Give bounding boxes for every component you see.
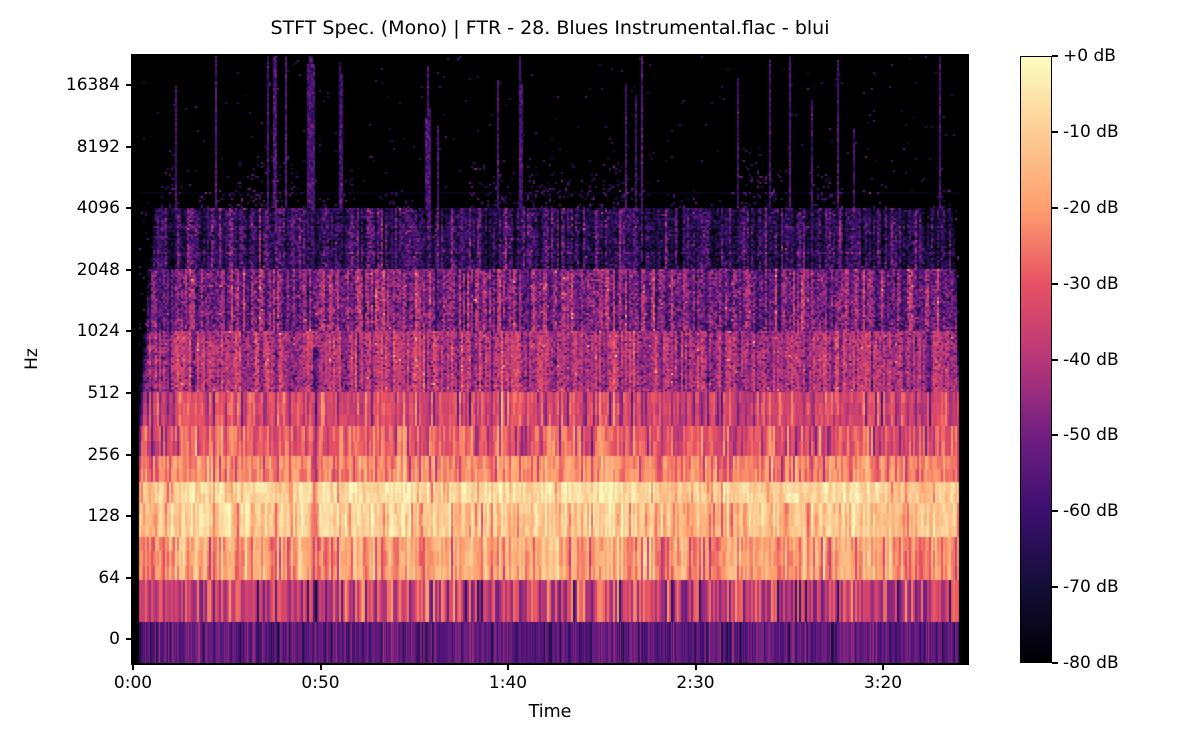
y-tick-mark — [126, 268, 133, 271]
spectrogram-canvas — [133, 56, 967, 663]
y-tick-label: 128 — [87, 506, 120, 527]
y-tick-label: 0 — [109, 629, 120, 650]
colorbar-tick-mark — [1052, 434, 1058, 437]
y-tick-mark — [126, 392, 133, 394]
colorbar-tick-mark — [1052, 282, 1058, 285]
x-axis-label: Time — [528, 702, 572, 722]
x-tick-label: 1:40 — [488, 673, 528, 693]
colorbar-tick-label: -30 dB — [1063, 273, 1119, 294]
y-tick-mark — [126, 515, 133, 518]
colorbar-tick-label: -20 dB — [1063, 197, 1119, 218]
y-tick-label: 8192 — [76, 136, 120, 157]
colorbar-tick-mark — [1052, 130, 1058, 133]
colorbar-tick-mark — [1052, 358, 1058, 361]
y-tick-label: 16384 — [65, 75, 120, 95]
colorbar-tick-label: -70 dB — [1063, 577, 1119, 598]
colorbar-gradient — [1021, 57, 1051, 662]
colorbar — [1020, 56, 1052, 663]
spectrogram-plot — [131, 54, 969, 665]
y-tick-mark — [126, 576, 133, 579]
colorbar-tick-mark — [1052, 510, 1058, 513]
y-tick-label: 4096 — [76, 198, 120, 219]
x-tick-label: 0:50 — [301, 673, 340, 693]
colorbar-tick-mark — [1052, 662, 1058, 664]
colorbar-tick-mark — [1052, 586, 1058, 589]
x-tick-label: 3:20 — [863, 673, 903, 693]
x-tick-mark — [882, 663, 884, 670]
colorbar-tick-label: -50 dB — [1063, 425, 1119, 446]
y-tick-mark — [126, 638, 133, 641]
colorbar-tick-label: -40 dB — [1063, 349, 1119, 370]
y-tick-mark — [126, 453, 133, 456]
y-tick-label: 256 — [87, 444, 120, 465]
colorbar-tick-label: -80 dB — [1063, 653, 1119, 673]
x-tick-mark — [507, 663, 509, 670]
colorbar-tick-mark — [1052, 55, 1058, 57]
y-tick-label: 1024 — [76, 321, 120, 342]
x-tick-mark — [694, 663, 697, 670]
colorbar-tick-mark — [1052, 206, 1058, 209]
y-tick-label: 512 — [87, 383, 120, 403]
y-tick-mark — [126, 207, 133, 210]
x-tick-label: 0:00 — [113, 673, 153, 693]
colorbar-tick-label: -10 dB — [1063, 121, 1119, 142]
x-tick-mark — [132, 663, 134, 670]
y-tick-mark — [126, 145, 133, 148]
x-tick-label: 2:30 — [676, 673, 715, 693]
chart-title: STFT Spec. (Mono) | FTR - 28. Blues Inst… — [270, 17, 830, 39]
x-tick-mark — [319, 663, 322, 670]
y-tick-mark — [126, 84, 133, 86]
y-tick-mark — [126, 330, 133, 333]
colorbar-tick-label: +0 dB — [1063, 46, 1116, 66]
y-tick-label: 2048 — [76, 259, 120, 280]
y-tick-label: 64 — [98, 567, 120, 588]
colorbar-tick-label: -60 dB — [1063, 501, 1119, 522]
